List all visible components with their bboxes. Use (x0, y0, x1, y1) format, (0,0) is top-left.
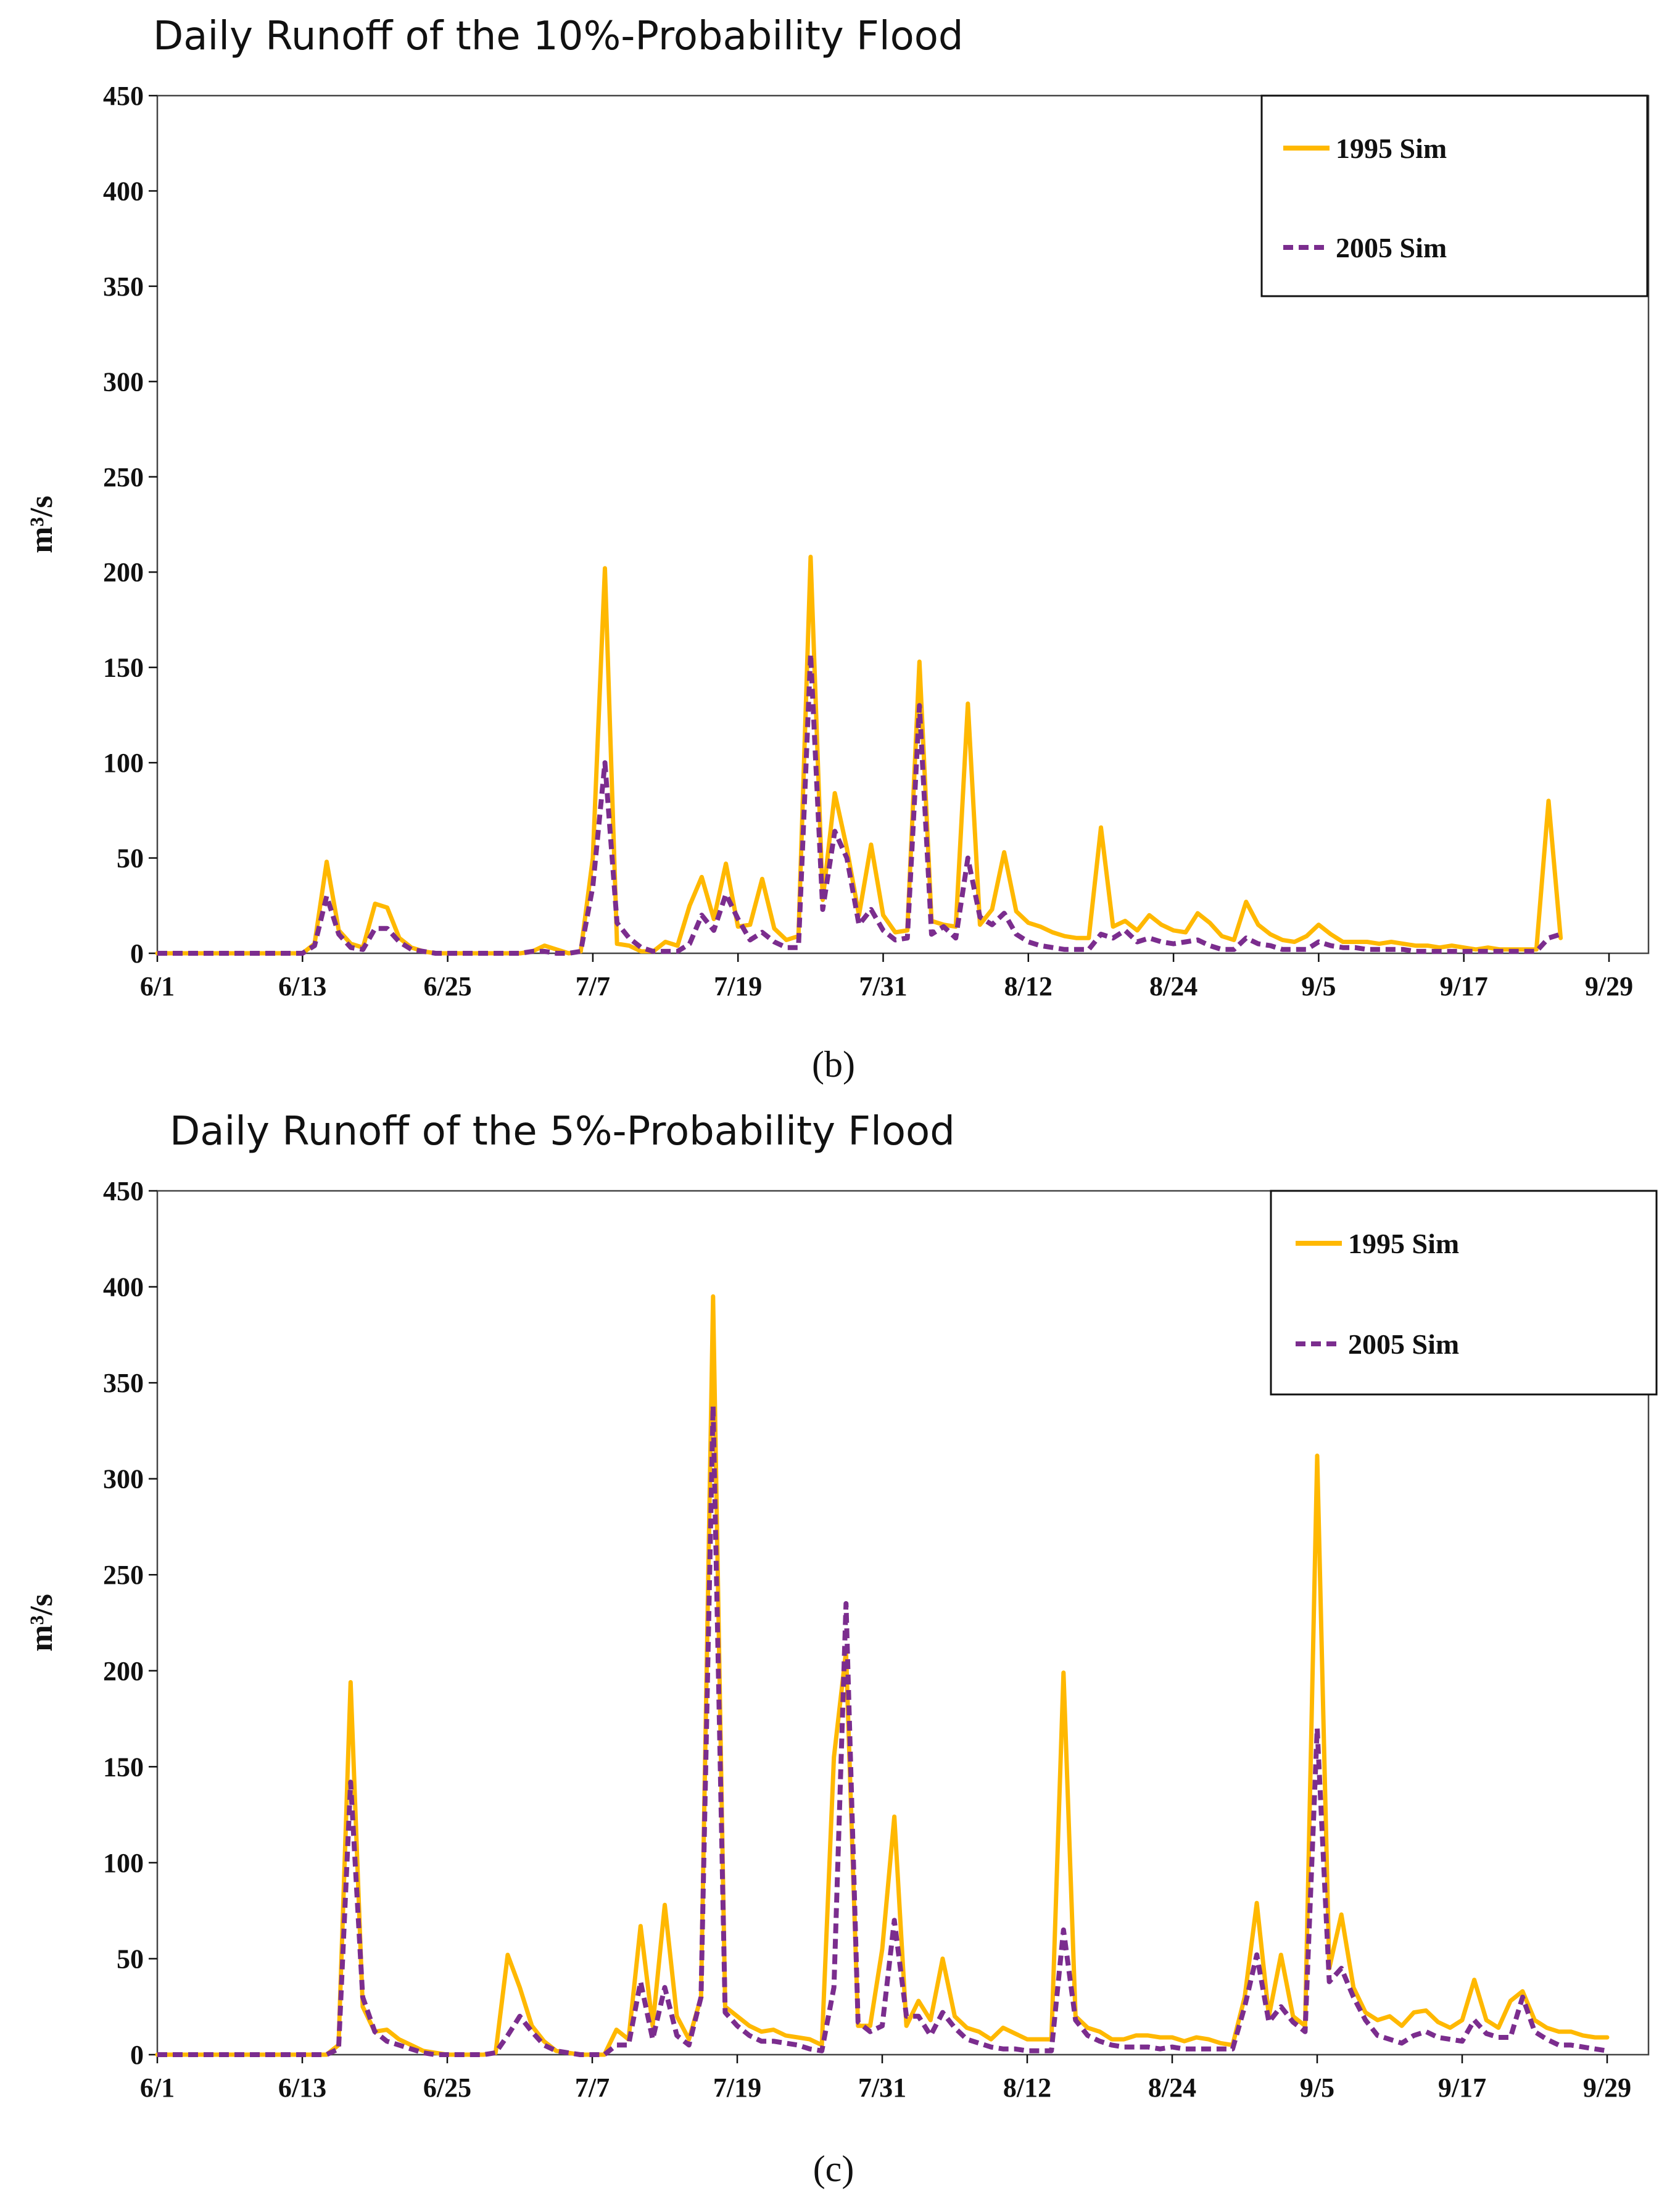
series-line-2005 (157, 1403, 1608, 2057)
y-tick-label: 250 (103, 1560, 144, 1590)
x-tick-label: 8/12 (1004, 971, 1053, 1001)
x-tick-label: 7/19 (713, 2073, 761, 2103)
x-tick-label: 6/1 (140, 2073, 175, 2103)
y-tick-label: 100 (103, 748, 144, 778)
chart-c-y-axis-label: m³/s (24, 1594, 59, 1652)
chart-b-plot-area (156, 94, 1650, 955)
chart-c: Daily Runoff of the 5%-Probability Flood… (24, 1109, 1658, 2189)
series-line-2005 (157, 652, 1562, 956)
legend-label-1995: 1995 Sim (1348, 1228, 1459, 1259)
y-tick-label: 300 (103, 367, 144, 397)
chart-b-title: Daily Runoff of the 10%-Probability Floo… (153, 14, 964, 59)
y-tick-label: 0 (130, 938, 144, 969)
y-tick-label: 450 (103, 1176, 144, 1206)
series-line-1995 (155, 1294, 1610, 2057)
y-tick-label: 300 (103, 1464, 144, 1494)
chart-c-x-axis: 6/1 6/13 6/25 7/7 7/19 7/31 8/12 8/24 9/5 9/17 9/2… (140, 2055, 1631, 2103)
chart-b: Daily Runoff of the 10%-Probability Floo… (24, 14, 1650, 1085)
x-tick-label: 6/1 (140, 971, 175, 1001)
y-tick-label: 400 (103, 1272, 144, 1303)
x-tick-label: 7/7 (576, 971, 610, 1001)
legend-label-2005: 2005 Sim (1348, 1328, 1459, 1360)
chart-c-caption: (c) (813, 2148, 854, 2189)
y-tick-label: 250 (103, 462, 144, 492)
chart-c-y-axis: 0 50 100 150 200 250 300 350 400 450 (103, 1176, 157, 2070)
legend-label-2005: 2005 Sim (1336, 232, 1447, 263)
legend-label-1995: 1995 Sim (1336, 133, 1447, 164)
x-tick-label: 9/5 (1300, 2073, 1334, 2103)
y-tick-label: 50 (117, 843, 144, 874)
x-tick-label: 9/17 (1438, 2073, 1486, 2103)
x-tick-label: 6/13 (278, 971, 326, 1001)
y-tick-label: 200 (103, 557, 144, 587)
y-tick-label: 350 (103, 271, 144, 302)
x-tick-label: 8/24 (1148, 2073, 1196, 2103)
y-tick-label: 100 (103, 1848, 144, 1878)
chart-b-legend: 1995 Sim 2005 Sim (1260, 94, 1648, 297)
chart-b-legend-box (1260, 94, 1648, 297)
chart-b-y-axis-label: m³/s (24, 495, 59, 553)
chart-c-title: Daily Runoff of the 5%-Probability Flood (170, 1109, 955, 1154)
y-tick-label: 350 (103, 1368, 144, 1398)
chart-c-series (155, 1294, 1610, 2057)
chart-b-series (155, 555, 1563, 956)
x-tick-label: 7/31 (859, 971, 907, 1001)
y-tick-label: 50 (117, 1944, 144, 1974)
chart-c-legend-box (1270, 1190, 1658, 1396)
y-tick-label: 400 (103, 176, 144, 206)
chart-b-y-axis: 0 50 100 150 200 250 300 350 400 450 (103, 81, 157, 969)
chart-c-legend: 1995 Sim 2005 Sim (1270, 1190, 1658, 1396)
chart-c-plot-area (156, 1190, 1650, 2056)
y-tick-label: 450 (103, 81, 144, 111)
x-tick-label: 9/29 (1583, 2073, 1631, 2103)
y-tick-label: 200 (103, 1656, 144, 1686)
series-line-1995 (155, 555, 1563, 956)
x-tick-label: 6/25 (423, 971, 471, 1001)
x-tick-label: 9/17 (1440, 971, 1488, 1001)
chart-b-caption: (b) (812, 1044, 855, 1085)
x-tick-label: 9/29 (1585, 971, 1633, 1001)
x-tick-label: 7/19 (714, 971, 762, 1001)
y-tick-label: 150 (103, 653, 144, 683)
x-tick-label: 6/13 (278, 2073, 326, 2103)
chart-b-x-axis: 6/1 6/13 6/25 7/7 7/19 7/31 8/12 8/24 9/5 9/17 9/2… (140, 953, 1633, 1001)
x-tick-label: 8/12 (1003, 2073, 1051, 2103)
x-tick-label: 9/5 (1301, 971, 1336, 1001)
x-tick-label: 7/31 (858, 2073, 906, 2103)
x-tick-label: 8/24 (1149, 971, 1198, 1001)
x-tick-label: 7/7 (575, 2073, 610, 2103)
x-tick-label: 6/25 (423, 2073, 471, 2103)
y-tick-label: 150 (103, 1752, 144, 1782)
y-tick-label: 0 (130, 2040, 144, 2070)
